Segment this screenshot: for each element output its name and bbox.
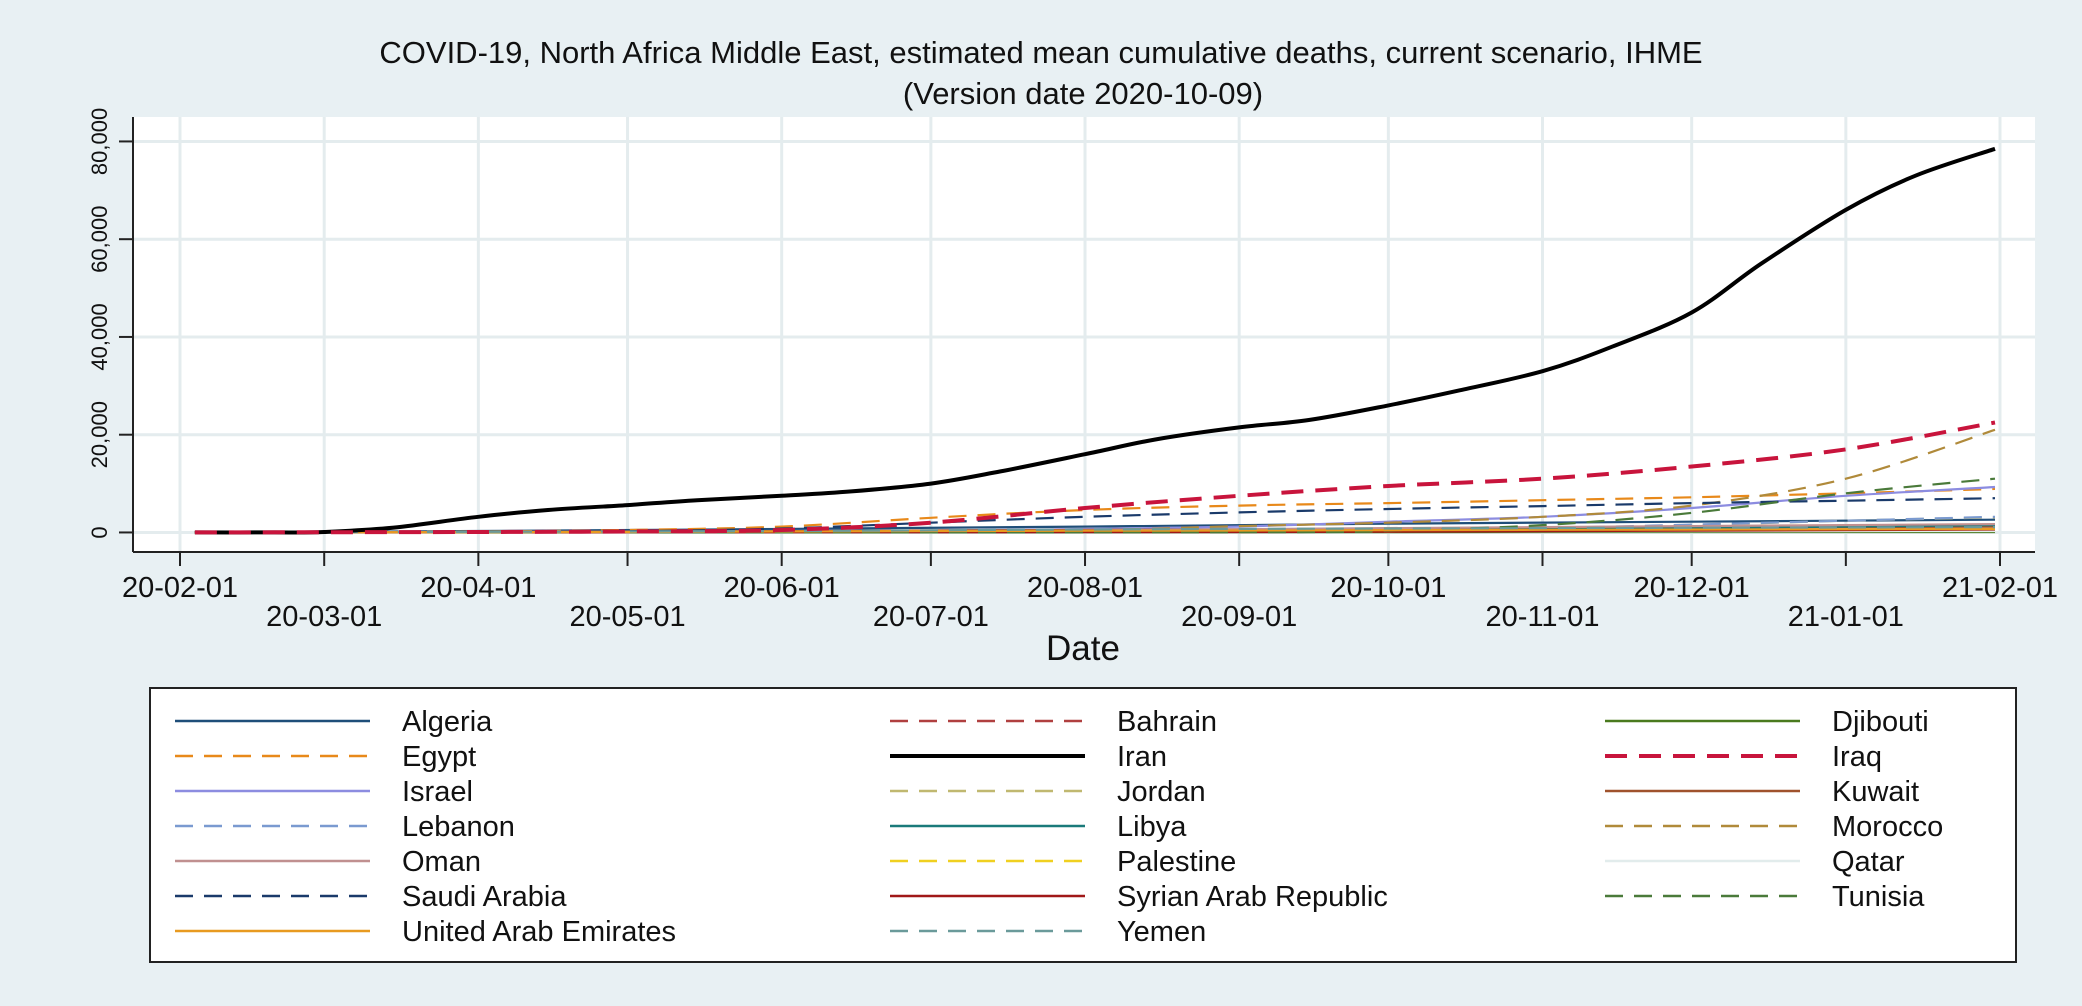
legend-label-iran: Iran [1117,741,1167,773]
legend-label-united-arab-emirates: United Arab Emirates [402,916,676,948]
y-tick-label: 0 [87,526,112,538]
legend-label-iraq: Iraq [1832,741,1882,773]
x-tick-label: 20-06-01 [724,572,840,604]
x-tick-label: 21-02-01 [1942,572,2058,604]
x-tick-label: 20-07-01 [873,601,989,633]
legend-label-yemen: Yemen [1117,916,1206,948]
legend-label-syrian-arab-republic: Syrian Arab Republic [1117,881,1388,913]
series-lines [194,146,1996,535]
legend: Algeria Bahrain Djibouti Egypt Iran Iraq Israe… [175,706,1943,948]
x-tick-label: 20-10-01 [1330,572,1446,604]
chart-subtitle: (Version date 2020-10-09) [903,76,1263,111]
x-tick-label: 20-09-01 [1181,601,1297,633]
legend-label-tunisia: Tunisia [1832,881,1925,913]
legend-label-israel: Israel [402,776,473,808]
legend-label-egypt: Egypt [402,741,476,773]
y-tick-label: 60,000 [87,206,112,273]
x-tick-label: 20-04-01 [420,572,536,604]
x-tick-label: 20-03-01 [266,601,382,633]
series-line-yemen [194,526,1996,534]
legend-label-morocco: Morocco [1832,811,1943,843]
y-tick-label: 80,000 [87,108,112,175]
y-tick-label: 20,000 [87,401,112,468]
legend-label-djibouti: Djibouti [1832,706,1929,738]
legend-label-kuwait: Kuwait [1832,776,1919,808]
x-tick-label: 20-11-01 [1486,601,1600,633]
x-tick-label: 20-02-01 [122,572,238,604]
chart-title: COVID-19, North Africa Middle East, esti… [379,35,1702,70]
legend-label-jordan: Jordan [1117,776,1206,808]
legend-label-algeria: Algeria [402,706,493,738]
x-tick-label: 21-01-01 [1788,601,1904,633]
legend-label-qatar: Qatar [1832,846,1905,878]
x-tick-label: 20-05-01 [569,601,685,633]
legend-label-oman: Oman [402,846,481,878]
series-line-iraq [194,420,1996,535]
legend-label-bahrain: Bahrain [1117,706,1217,738]
legend-label-lebanon: Lebanon [402,811,515,843]
legend-label-saudi-arabia: Saudi Arabia [402,881,567,913]
x-tick-label: 20-08-01 [1027,572,1143,604]
legend-label-palestine: Palestine [1117,846,1236,878]
axes: 0 20,000 40,000 60,000 80,000 20-02-01 20-03-0… [87,108,2058,633]
series-line-iran [194,146,1996,535]
legend-label-libya: Libya [1117,811,1187,843]
x-tick-label: 20-12-01 [1634,572,1750,604]
y-tick-label: 40,000 [87,303,112,370]
x-axis-label: Date [1046,629,1120,668]
